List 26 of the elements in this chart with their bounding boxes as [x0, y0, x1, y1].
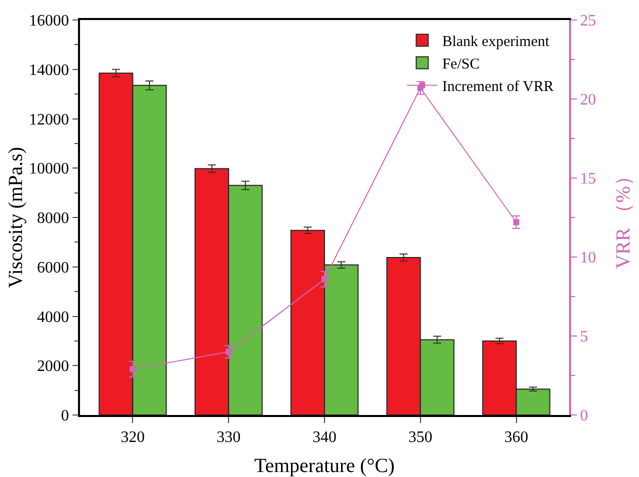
x-tick-label: 330	[216, 428, 241, 446]
legend-label: Fe/SC	[442, 56, 480, 73]
y-tick-label: 4000	[37, 308, 70, 326]
y2-tick-label: 0	[580, 408, 588, 425]
x-tick-label: 360	[504, 428, 528, 446]
x-tick-label: 340	[312, 428, 336, 446]
x-axis-title: Temperature (°C)	[254, 455, 395, 477]
y2-axis-title: VRR （%）	[612, 166, 634, 269]
y-tick-label: 8000	[37, 210, 70, 228]
y-axis-title: Viscosity (mPa.s)	[5, 146, 28, 288]
y-tick-label: 6000	[37, 259, 70, 276]
y-tick-label: 0	[61, 408, 70, 425]
x-tick-label: 350	[408, 428, 432, 446]
y-tick-label: 12000	[29, 111, 70, 128]
y2-tick-label: 10	[580, 250, 596, 267]
y-tick-label: 14000	[29, 62, 70, 79]
y2-tick-label: 15	[580, 170, 596, 188]
x-tick-label: 320	[120, 428, 145, 446]
y-tick-label: 16000	[29, 12, 70, 30]
y-tick-label: 10000	[29, 160, 70, 178]
legend-label: Increment of VRR	[442, 79, 554, 96]
y-tick-label: 2000	[37, 358, 70, 376]
legend-label: Blank experiment	[442, 34, 550, 50]
y2-tick-label: 5	[580, 328, 588, 346]
y2-tick-label: 25	[580, 12, 596, 30]
y2-tick-label: 20	[580, 92, 596, 109]
